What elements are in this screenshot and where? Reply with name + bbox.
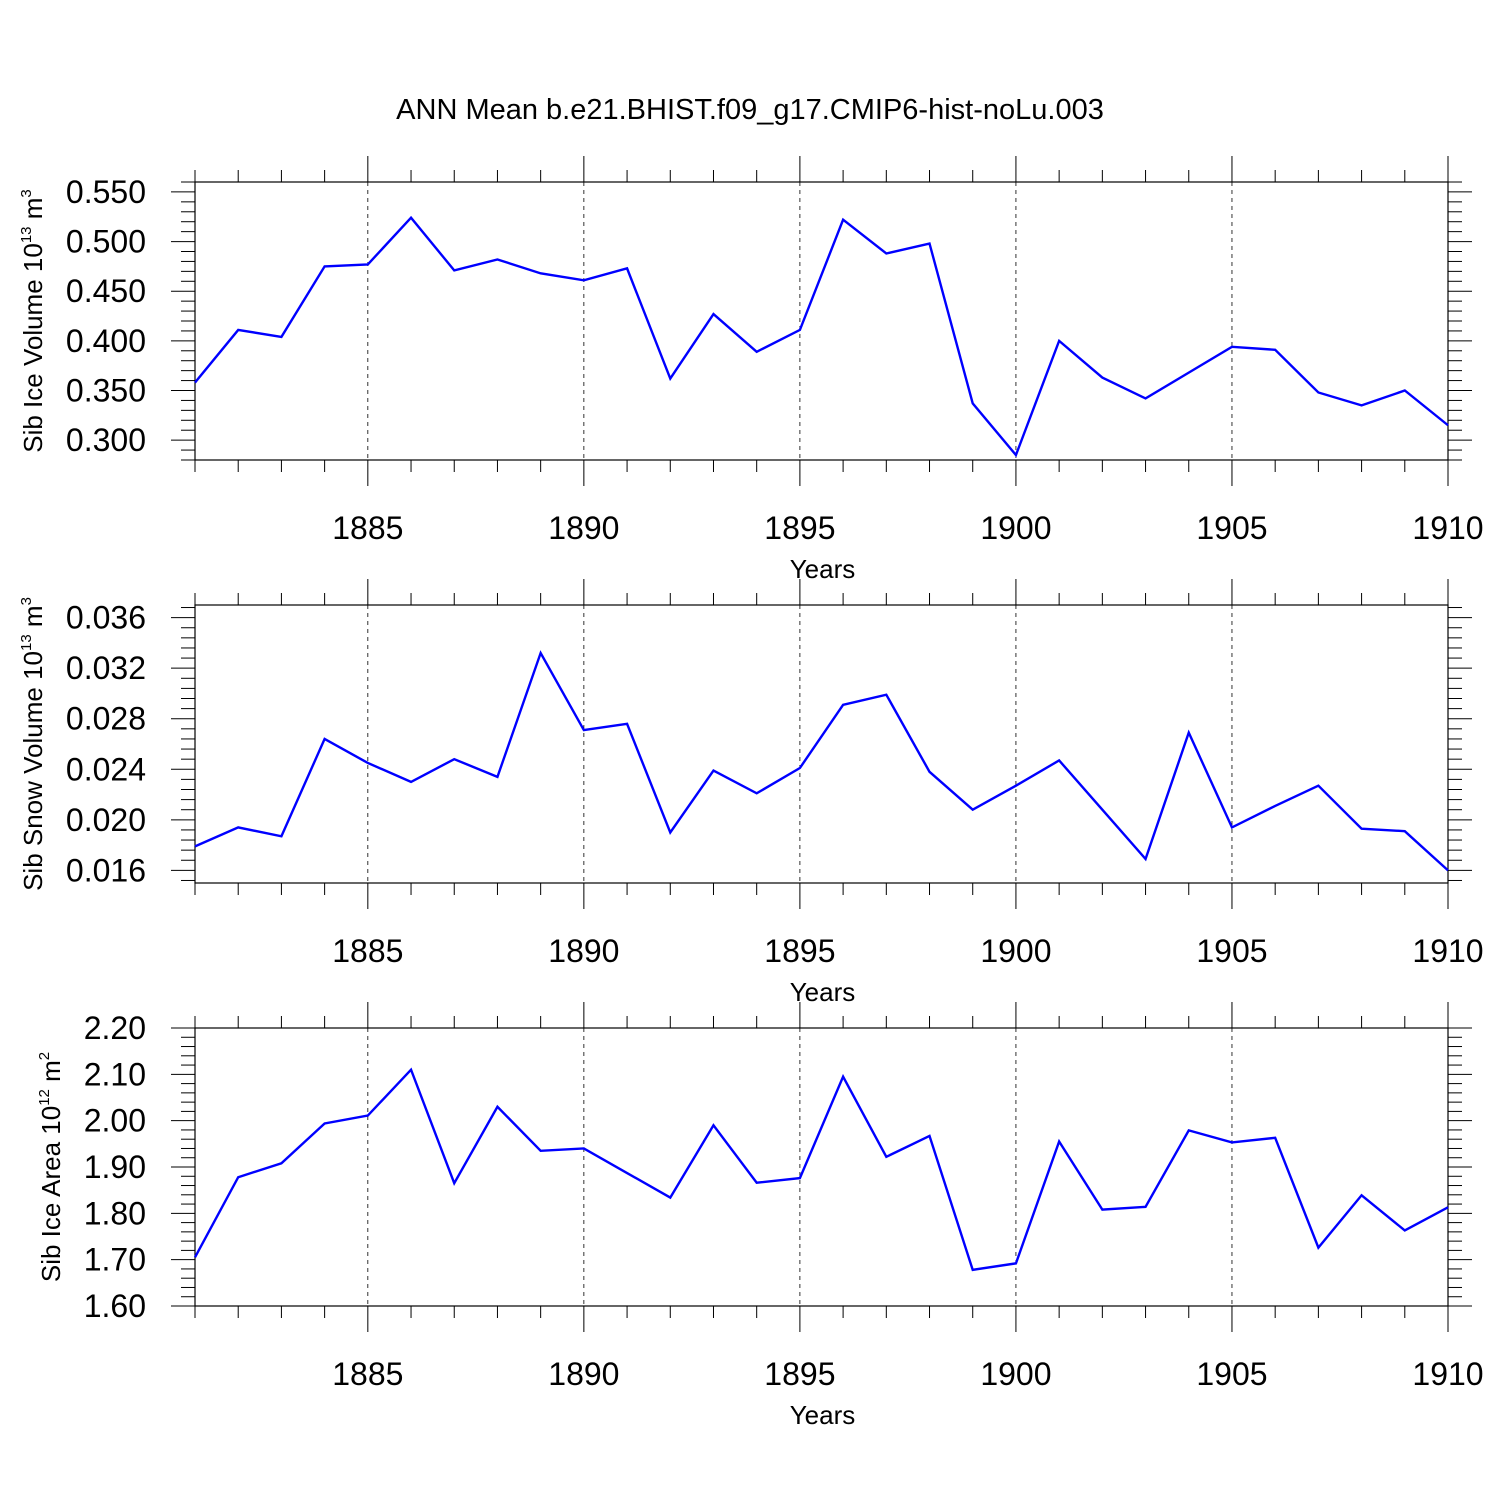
x-tick-label: 1895 — [764, 1356, 835, 1392]
x-tick-label: 1885 — [332, 1356, 403, 1392]
y-axis-title: Sib Snow Volume 1013 m3 — [18, 597, 48, 891]
y-tick-label: 1.80 — [84, 1195, 146, 1231]
y-tick-label: 0.032 — [66, 650, 146, 686]
x-axis-title: Years — [790, 1400, 856, 1430]
x-axis-title: Years — [790, 554, 856, 584]
x-tick-label: 1900 — [980, 1356, 1051, 1392]
y-tick-label: 0.020 — [66, 802, 146, 838]
x-tick-label: 1910 — [1412, 510, 1483, 546]
x-tick-label: 1890 — [548, 1356, 619, 1392]
x-tick-label: 1885 — [332, 933, 403, 969]
y-tick-label: 2.20 — [84, 1010, 146, 1046]
series-line — [194, 650, 1449, 872]
chart-title: ANN Mean b.e21.BHIST.f09_g17.CMIP6-hist-… — [396, 94, 1104, 126]
y-tick-label: 1.90 — [84, 1149, 146, 1185]
y-tick-label: 0.028 — [66, 701, 146, 737]
chart-panel-2: 1885 1890 1895 1900 1905 1910 0.016 0.020 0.024 0… — [18, 579, 1484, 1007]
x-tick-label: 1910 — [1412, 1356, 1483, 1392]
y-tick-label: 0.400 — [66, 323, 146, 359]
y-axis-title: Sib Ice Area 1012 m2 — [36, 1052, 66, 1282]
y-tick-label: 2.10 — [84, 1056, 146, 1092]
chart-panel-1: 1885 1890 1895 1900 1905 1910 0.300 0.350 0.400 0… — [18, 156, 1484, 584]
plot-frame — [194, 604, 1449, 884]
y-axis-title: Sib Ice Volume 1013 m3 — [18, 189, 48, 453]
series-line — [194, 215, 1449, 458]
series-line — [193, 1067, 1449, 1272]
x-tick-label: 1895 — [764, 510, 835, 546]
x-tick-label: 1895 — [764, 933, 835, 969]
y-tick-label: 0.550 — [66, 174, 146, 210]
y-tick-label: 0.036 — [66, 600, 146, 636]
y-tick-label: 0.500 — [66, 224, 146, 260]
y-tick-label: 0.024 — [66, 751, 146, 787]
x-tick-label: 1890 — [548, 933, 619, 969]
x-tick-label: 1900 — [980, 933, 1051, 969]
x-tick-label: 1885 — [332, 510, 403, 546]
x-tick-label: 1905 — [1196, 1356, 1267, 1392]
y-tick-label: 2.00 — [84, 1103, 146, 1139]
chart-panel-3: 1885 1890 1895 1900 1905 1910 1.60 1.70 1.80 1.90… — [36, 1002, 1484, 1430]
y-tick-label: 1.60 — [84, 1288, 146, 1324]
plot-frame — [194, 1027, 1449, 1307]
x-tick-label: 1890 — [548, 510, 619, 546]
y-tick-label: 0.016 — [66, 852, 146, 888]
y-tick-label: 0.350 — [66, 373, 146, 409]
x-tick-label: 1905 — [1196, 933, 1267, 969]
x-tick-label: 1900 — [980, 510, 1051, 546]
x-tick-label: 1905 — [1196, 510, 1267, 546]
y-tick-label: 1.70 — [84, 1242, 146, 1278]
plot-frame — [194, 181, 1449, 461]
x-axis-title: Years — [790, 977, 856, 1007]
y-tick-label: 0.450 — [66, 273, 146, 309]
y-tick-label: 0.300 — [66, 422, 146, 458]
x-tick-label: 1910 — [1412, 933, 1483, 969]
